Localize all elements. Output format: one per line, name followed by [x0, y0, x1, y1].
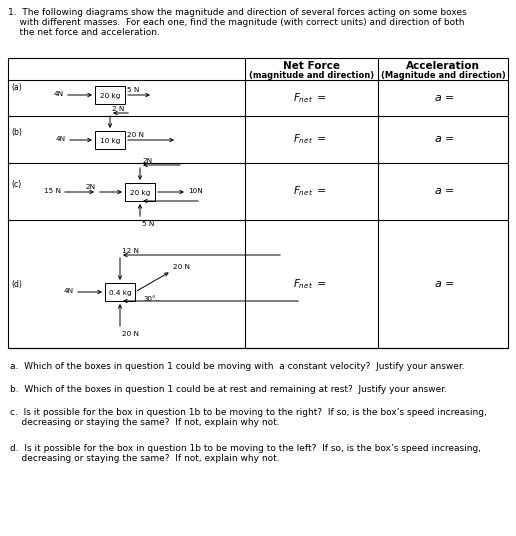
Text: (a): (a): [11, 83, 22, 92]
Text: 10N: 10N: [188, 188, 203, 194]
Text: (b): (b): [11, 128, 22, 137]
Text: (magnitude and direction): (magnitude and direction): [249, 71, 374, 80]
Text: 10 kg: 10 kg: [100, 138, 120, 144]
Text: 4N: 4N: [56, 136, 66, 142]
Bar: [95, 131, 125, 149]
Text: $a$: $a$: [434, 279, 442, 289]
Text: $F_{net}$: $F_{net}$: [294, 132, 314, 146]
Bar: [125, 183, 155, 201]
Text: 2N: 2N: [86, 184, 96, 190]
Text: 15 N: 15 N: [44, 188, 61, 194]
Bar: [95, 86, 125, 104]
Text: 0.4 kg: 0.4 kg: [109, 290, 131, 296]
Text: =: =: [445, 135, 455, 145]
Text: 20 N: 20 N: [127, 132, 144, 138]
Text: the net force and acceleration.: the net force and acceleration.: [8, 28, 160, 37]
Text: =: =: [317, 187, 326, 197]
Text: 12 N: 12 N: [122, 248, 139, 254]
Text: decreasing or staying the same?  If not, explain why not.: decreasing or staying the same? If not, …: [10, 418, 280, 427]
Text: =: =: [445, 187, 455, 197]
Text: =: =: [317, 279, 326, 289]
Text: 5 N: 5 N: [127, 87, 139, 93]
Text: decreasing or staying the same?  If not, explain why not.: decreasing or staying the same? If not, …: [10, 454, 280, 463]
Text: 2 N: 2 N: [112, 106, 124, 112]
Text: 20 N: 20 N: [173, 264, 190, 270]
Text: 20 kg: 20 kg: [130, 190, 150, 196]
Text: d.  Is it possible for the box in question 1b to be moving to the left?  If so, : d. Is it possible for the box in questio…: [10, 444, 481, 453]
Text: Net Force: Net Force: [283, 61, 340, 71]
Text: =: =: [317, 135, 326, 145]
Text: 20 kg: 20 kg: [100, 93, 120, 99]
Text: with different masses.  For each one, find the magnitude (with correct units) an: with different masses. For each one, fin…: [8, 18, 464, 27]
Text: (c): (c): [11, 180, 21, 189]
Text: 2N: 2N: [142, 158, 152, 164]
Text: $F_{net}$: $F_{net}$: [294, 91, 314, 105]
Text: a.  Which of the boxes in question 1 could be moving with  a constant velocity? : a. Which of the boxes in question 1 coul…: [10, 362, 464, 371]
Bar: [8, 58, 508, 348]
Text: c.  Is it possible for the box in question 1b to be moving to the right?  If so,: c. Is it possible for the box in questio…: [10, 408, 487, 417]
Text: 5 N: 5 N: [142, 221, 154, 227]
Text: $F_{net}$: $F_{net}$: [294, 277, 314, 291]
Text: $a$: $a$: [434, 93, 442, 103]
Text: 4N: 4N: [64, 288, 74, 294]
Text: $F_{net}$: $F_{net}$: [294, 184, 314, 198]
Text: =: =: [317, 93, 326, 103]
Text: =: =: [445, 279, 455, 289]
Text: (Magnitude and direction): (Magnitude and direction): [381, 71, 505, 80]
Text: $a$: $a$: [434, 135, 442, 145]
Text: 20 N: 20 N: [122, 331, 139, 337]
Text: 30°..: 30°..: [143, 296, 160, 302]
Text: $a$: $a$: [434, 187, 442, 197]
Text: 1.  The following diagrams show the magnitude and direction of several forces ac: 1. The following diagrams show the magni…: [8, 8, 467, 17]
Text: (d): (d): [11, 280, 22, 289]
Text: =: =: [445, 93, 455, 103]
Text: b.  Which of the boxes in question 1 could be at rest and remaining at rest?  Ju: b. Which of the boxes in question 1 coul…: [10, 385, 447, 394]
Text: 4N: 4N: [54, 91, 64, 97]
Bar: [105, 283, 135, 301]
Text: Acceleration: Acceleration: [406, 61, 480, 71]
